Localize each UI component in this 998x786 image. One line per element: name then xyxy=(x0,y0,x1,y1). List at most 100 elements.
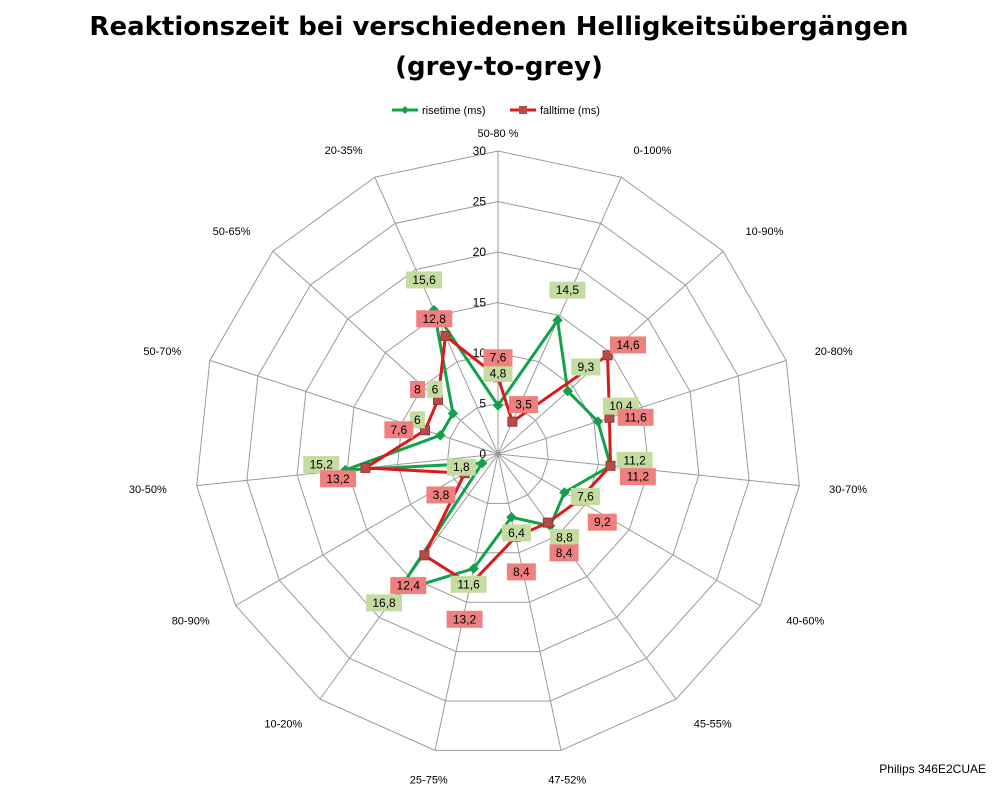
category-label: 80-90% xyxy=(172,616,210,628)
risetime-point xyxy=(477,457,488,469)
falltime-point xyxy=(507,416,518,427)
category-label: 20-35% xyxy=(325,145,363,157)
data-label-box xyxy=(390,577,427,595)
grid-spoke xyxy=(434,453,499,751)
falltime-label: 11,2 xyxy=(619,468,656,486)
risetime-label: 1,8 xyxy=(446,458,476,476)
risetime-point xyxy=(492,400,504,411)
data-label-text: 8 xyxy=(414,383,421,397)
falltime-label: 13,2 xyxy=(320,470,357,488)
radial-tick-label: 15 xyxy=(473,296,487,310)
category-label: 10-90% xyxy=(745,226,783,238)
grid-spoke xyxy=(272,250,499,455)
grid-ring xyxy=(196,150,800,751)
data-label-text: 8,4 xyxy=(556,546,573,560)
grid-ring xyxy=(346,301,650,603)
data-label-box xyxy=(384,421,414,439)
series-layer xyxy=(340,304,616,597)
radial-tick-label: 30 xyxy=(473,144,487,158)
category-label: 50-80 % xyxy=(478,128,519,140)
risetime-label: 6 xyxy=(427,380,443,398)
falltime-label: 9,2 xyxy=(587,513,617,531)
legend-marker xyxy=(519,106,527,114)
legend-marker xyxy=(401,106,409,114)
falltime-label: 7,6 xyxy=(384,421,414,439)
risetime-label: 7,6 xyxy=(570,487,600,505)
data-label-box xyxy=(587,513,617,531)
category-label: 50-65% xyxy=(213,226,251,238)
risetime-point xyxy=(552,315,563,326)
category-label: 30-70% xyxy=(829,484,867,496)
chart-title-line2: (grey-to-grey) xyxy=(395,52,603,82)
data-label-box xyxy=(446,610,483,628)
data-labels: 4,814,59,310,411,27,68,86,411,616,81,815… xyxy=(303,271,656,628)
data-label-text: 11,2 xyxy=(627,470,650,484)
risetime-point xyxy=(562,385,574,397)
falltime-point xyxy=(602,350,613,361)
data-label-text: 13,2 xyxy=(326,472,350,486)
data-label-box xyxy=(406,271,443,289)
grid-spoke xyxy=(497,359,787,455)
data-label-box xyxy=(427,380,443,398)
data-label-text: 11,6 xyxy=(624,410,647,424)
data-label-text: 9,2 xyxy=(594,515,611,529)
monitor-model-caption: Philips 346E2CUAE xyxy=(879,762,986,776)
data-label-box xyxy=(509,396,539,414)
data-label-text: 11,2 xyxy=(623,453,646,467)
grid-ring xyxy=(296,251,700,653)
data-label-box xyxy=(571,358,601,376)
risetime-point xyxy=(435,430,446,441)
grid-spoke xyxy=(497,453,562,751)
falltime-point xyxy=(419,425,430,436)
category-label: 25-75% xyxy=(410,775,448,786)
grid-spoke xyxy=(497,453,761,606)
radar-grid xyxy=(196,150,800,751)
falltime-label: 8,4 xyxy=(506,563,536,581)
radial-tick-label: 10 xyxy=(473,346,487,360)
data-label-box xyxy=(570,487,600,505)
data-label-text: 8,4 xyxy=(513,565,530,579)
grid-ring xyxy=(246,200,750,702)
grid-spoke xyxy=(497,453,677,700)
category-label: 47-52% xyxy=(548,775,586,786)
data-label-box xyxy=(501,524,531,542)
risetime-label: 6 xyxy=(409,411,425,429)
data-label-text: 9,3 xyxy=(577,360,594,374)
data-label-box xyxy=(450,575,487,593)
data-label-box xyxy=(303,456,340,474)
data-label-box xyxy=(426,486,456,504)
falltime-label: 13,2 xyxy=(446,610,483,628)
falltime-point xyxy=(440,330,451,341)
risetime-point xyxy=(559,487,570,498)
data-label-text: 7,6 xyxy=(490,351,507,365)
data-label-text: 6,4 xyxy=(508,526,525,540)
data-label-box xyxy=(549,528,579,546)
falltime-label: 11,6 xyxy=(617,408,654,426)
category-label: 0-100% xyxy=(633,145,671,157)
series-line-risetime xyxy=(343,308,613,593)
data-label-text: 12,8 xyxy=(423,312,447,326)
data-label-box xyxy=(483,364,513,382)
falltime-label: 8,4 xyxy=(549,544,579,562)
falltime-label: 14,6 xyxy=(610,336,647,354)
data-label-box xyxy=(616,451,653,469)
risetime-label: 16,8 xyxy=(366,594,403,612)
data-label-box xyxy=(416,310,453,328)
legend-falltime: falltime (ms) xyxy=(540,105,600,117)
data-label-box xyxy=(610,336,647,354)
falltime-label: 12,4 xyxy=(390,577,427,595)
falltime-label: 12,8 xyxy=(416,310,453,328)
risetime-label: 11,6 xyxy=(450,575,487,593)
data-label-box xyxy=(506,563,536,581)
data-label-box xyxy=(617,408,654,426)
category-label: 10-20% xyxy=(264,718,302,730)
risetime-point xyxy=(468,563,479,574)
risetime-label: 14,5 xyxy=(549,281,586,299)
falltime-label: 3,5 xyxy=(509,396,539,414)
data-label-box xyxy=(409,411,425,429)
data-label-text: 15,6 xyxy=(412,273,436,287)
data-label-text: 6 xyxy=(432,382,439,396)
data-label-box xyxy=(320,470,357,488)
data-label-box xyxy=(446,458,476,476)
radial-tick-label: 25 xyxy=(473,195,487,209)
